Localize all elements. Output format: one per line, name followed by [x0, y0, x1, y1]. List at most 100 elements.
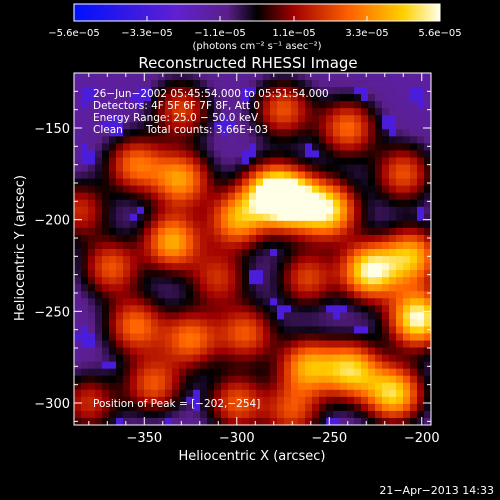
heatmap-cell — [102, 178, 110, 187]
heatmap-cell — [214, 80, 222, 88]
heatmap-cell — [235, 227, 243, 236]
heatmap-cell — [123, 333, 131, 342]
heatmap-cell — [375, 227, 383, 236]
heatmap-cell — [298, 185, 306, 194]
heatmap-cell — [200, 298, 208, 306]
heatmap-cell — [207, 389, 215, 398]
heatmap-cell — [326, 340, 334, 349]
heatmap-cell — [284, 347, 292, 356]
heatmap-cell — [207, 326, 215, 335]
heatmap-cell — [319, 291, 327, 299]
heatmap-cell — [88, 87, 96, 95]
heatmap-cell — [200, 234, 208, 243]
heatmap-cell — [235, 305, 243, 313]
heatmap-cell — [165, 241, 173, 250]
heatmap-cell — [214, 312, 222, 320]
heatmap-cell — [291, 291, 299, 299]
heatmap-cell — [221, 333, 229, 342]
heatmap-cell — [368, 284, 376, 292]
heatmap-cell — [81, 368, 89, 377]
heatmap-cell — [298, 234, 306, 243]
heatmap-cell — [305, 234, 313, 243]
heatmap-cell — [74, 291, 82, 299]
heatmap-cell — [249, 199, 257, 208]
heatmap-cell — [221, 396, 229, 405]
heatmap-cell — [186, 396, 194, 405]
heatmap-cell — [81, 206, 89, 215]
heatmap-cell — [326, 417, 334, 425]
heatmap-cell — [410, 164, 418, 173]
heatmap-cell — [417, 249, 425, 257]
heatmap-cell — [361, 382, 369, 391]
heatmap-cell — [417, 199, 425, 208]
heatmap-cell — [277, 143, 285, 152]
heatmap-cell — [340, 312, 348, 320]
heatmap-cell — [389, 249, 397, 257]
heatmap-cell — [417, 192, 425, 201]
heatmap-cell — [242, 298, 250, 306]
heatmap-cell — [221, 213, 229, 222]
heatmap-cell — [368, 410, 376, 419]
heatmap-cell — [340, 94, 348, 102]
heatmap-cell — [193, 199, 201, 208]
heatmap-cell — [368, 305, 376, 313]
heatmap-cell — [200, 150, 208, 159]
heatmap-cell — [158, 347, 166, 356]
heatmap-cell — [123, 305, 131, 313]
heatmap-cell — [340, 396, 348, 405]
heatmap-cell — [74, 206, 82, 215]
heatmap-cell — [305, 157, 313, 166]
heatmap-cell — [193, 277, 201, 285]
heatmap-cell — [361, 291, 369, 299]
heatmap-cell — [242, 305, 250, 313]
heatmap-cell — [200, 403, 208, 412]
heatmap-cell — [284, 249, 292, 257]
heatmap-cell — [382, 284, 390, 292]
heatmap-cell — [361, 417, 369, 425]
heatmap-cell — [256, 256, 264, 264]
heatmap-cell — [312, 192, 320, 201]
heatmap-cell — [109, 249, 117, 257]
heatmap-cell — [361, 319, 369, 328]
heatmap-cell — [144, 298, 152, 306]
heatmap-cell — [305, 270, 313, 278]
heatmap-cell — [228, 256, 236, 264]
heatmap-cell — [130, 284, 138, 292]
heatmap-cell — [116, 256, 124, 264]
heatmap-cell — [312, 108, 320, 116]
heatmap-cell — [179, 291, 187, 299]
heatmap-cell — [368, 143, 376, 152]
heatmap-cell — [242, 354, 250, 363]
heatmap-cell — [242, 361, 250, 370]
heatmap-cell — [326, 80, 334, 88]
heatmap-cell — [109, 213, 117, 222]
heatmap-cell — [151, 361, 159, 370]
heatmap-cell — [172, 101, 180, 109]
heatmap-cell — [95, 241, 103, 250]
heatmap-cell — [291, 396, 299, 405]
heatmap-cell — [382, 417, 390, 425]
heatmap-cell — [277, 234, 285, 243]
heatmap-cell — [340, 185, 348, 194]
heatmap-cell — [123, 319, 131, 328]
heatmap-cell — [214, 178, 222, 187]
heatmap-cell — [319, 347, 327, 356]
heatmap-cell — [263, 178, 271, 187]
heatmap-cell — [235, 291, 243, 299]
heatmap-cell — [298, 389, 306, 398]
heatmap-cell — [424, 361, 431, 370]
heatmap-cell — [277, 305, 285, 313]
heatmap-cell — [88, 101, 96, 109]
heatmap-cell — [88, 115, 96, 123]
heatmap-cell — [277, 220, 285, 229]
heatmap-cell — [214, 410, 222, 419]
heatmap-cell — [74, 403, 82, 412]
heatmap-cell — [256, 382, 264, 391]
heatmap-cell — [340, 115, 348, 123]
heatmap-cell — [95, 326, 103, 335]
heatmap-cell — [396, 227, 404, 236]
heatmap-cell — [193, 234, 201, 243]
heatmap-cell — [347, 375, 355, 384]
heatmap-cell — [74, 249, 82, 257]
heatmap-cell — [417, 305, 425, 313]
